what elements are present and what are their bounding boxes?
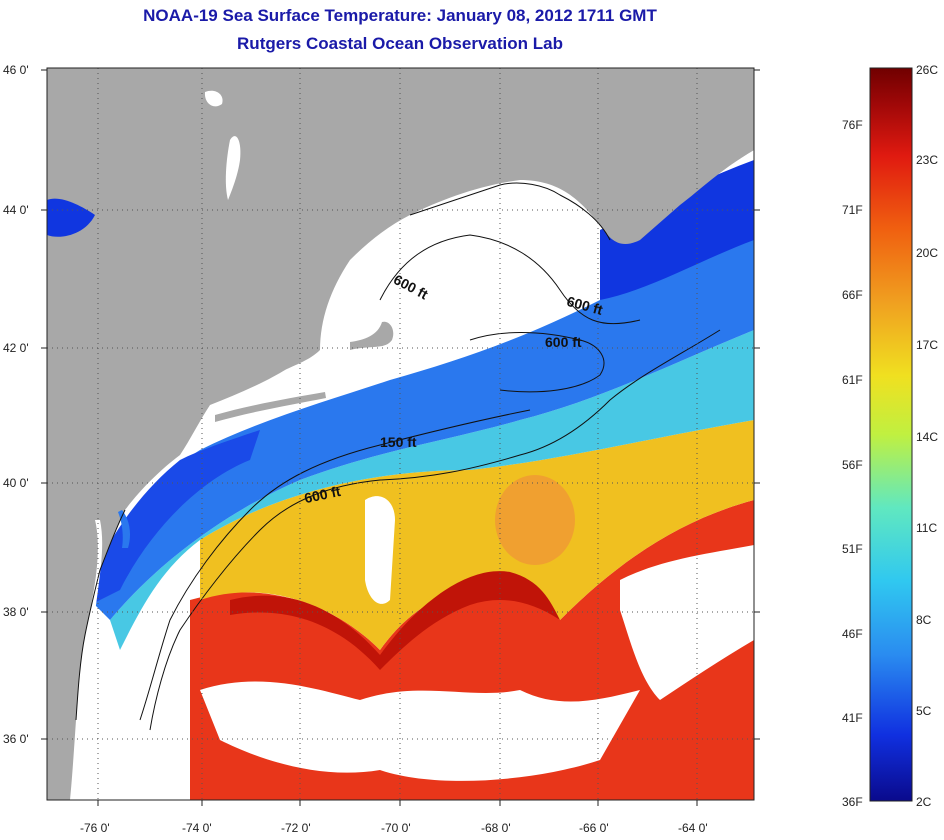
- lat-label-44: 44 0': [3, 203, 29, 217]
- cold-inner-shelf: [80, 430, 260, 610]
- colorbar-c-23: 23C: [916, 153, 938, 167]
- warm-band: [200, 420, 754, 650]
- contour-label-150ft: 150 ft: [380, 434, 417, 450]
- chesapeake-bay: [82, 520, 103, 680]
- colorbar-c-17: 17C: [916, 338, 938, 352]
- contour-600ft-shelf-break: [149, 329, 721, 731]
- map-title: NOAA-19 Sea Surface Temperature: January…: [143, 6, 657, 25]
- colorbar-f-61: 61F: [842, 373, 863, 387]
- colorbar-f-51: 51F: [842, 542, 863, 556]
- colorbar-f-41: 41F: [842, 711, 863, 725]
- colorbar-c-8: 8C: [916, 613, 932, 627]
- inland-lake: [225, 136, 241, 200]
- lat-label-38: 38 0': [3, 605, 29, 619]
- map-area: [47, 68, 754, 800]
- lat-label-40: 40 0': [3, 476, 29, 490]
- inland-lake-2: [204, 90, 223, 107]
- cloud-patch-center: [365, 496, 395, 604]
- lon-label-64: -64 0': [678, 821, 708, 835]
- colorbar-f-66: 66F: [842, 288, 863, 302]
- colorbar-f-36: 36F: [842, 795, 863, 809]
- lat-label-46: 46 0': [3, 63, 29, 77]
- colorbar-f-46: 46F: [842, 627, 863, 641]
- land-nova-scotia: [618, 68, 754, 241]
- lat-label-42: 42 0': [3, 341, 29, 355]
- land-mainland: [47, 68, 754, 800]
- shelf-water: [90, 210, 754, 620]
- colorbar-c-26: 26C: [916, 63, 938, 77]
- colorbar-c-5: 5C: [916, 704, 932, 718]
- lat-label-36: 36 0': [3, 732, 29, 746]
- slope-water: [110, 330, 754, 650]
- lon-label-72: -72 0': [281, 821, 311, 835]
- map-subtitle: Rutgers Coastal Ocean Observation Lab: [237, 34, 563, 53]
- lon-label-70: -70 0': [381, 821, 411, 835]
- contour-150ft: [139, 409, 531, 721]
- lake-ontario-edge: [47, 198, 95, 237]
- mid-atlantic-coast: [75, 509, 126, 721]
- map-ticks: [41, 69, 760, 806]
- colorbar: [869, 67, 913, 802]
- colorbar-c-2: 2C: [916, 795, 932, 809]
- colorbar-c-14: 14C: [916, 430, 938, 444]
- contour-label-600ft-south: 600 ft: [303, 483, 342, 506]
- maine-coast: [409, 182, 611, 241]
- colorbar-c-20: 20C: [916, 246, 938, 260]
- lon-label-74: -74 0': [182, 821, 212, 835]
- contour-gulf-of-maine: [379, 234, 641, 325]
- contour-label-600ft-georges: 600 ft: [545, 334, 582, 350]
- warm-eddy: [495, 475, 575, 565]
- colorbar-f-71: 71F: [842, 203, 863, 217]
- contour-georges-bank: [469, 332, 605, 393]
- land-long-island: [215, 392, 326, 422]
- lon-label-68: -68 0': [481, 821, 511, 835]
- colorbar-c-11: 11C: [916, 521, 937, 535]
- lon-label-66: -66 0': [579, 821, 609, 835]
- gulf-stream-core: [230, 571, 560, 670]
- land-cape-cod: [350, 321, 394, 350]
- graticule: [47, 68, 754, 800]
- cloud-patch-south: [200, 681, 640, 781]
- colorbar-f-76: 76F: [842, 118, 863, 132]
- colorbar-f-56: 56F: [842, 458, 863, 472]
- cold-coastal-water: [600, 160, 754, 300]
- lon-label-76: -76 0': [80, 821, 110, 835]
- cloud-patch-east: [620, 545, 754, 700]
